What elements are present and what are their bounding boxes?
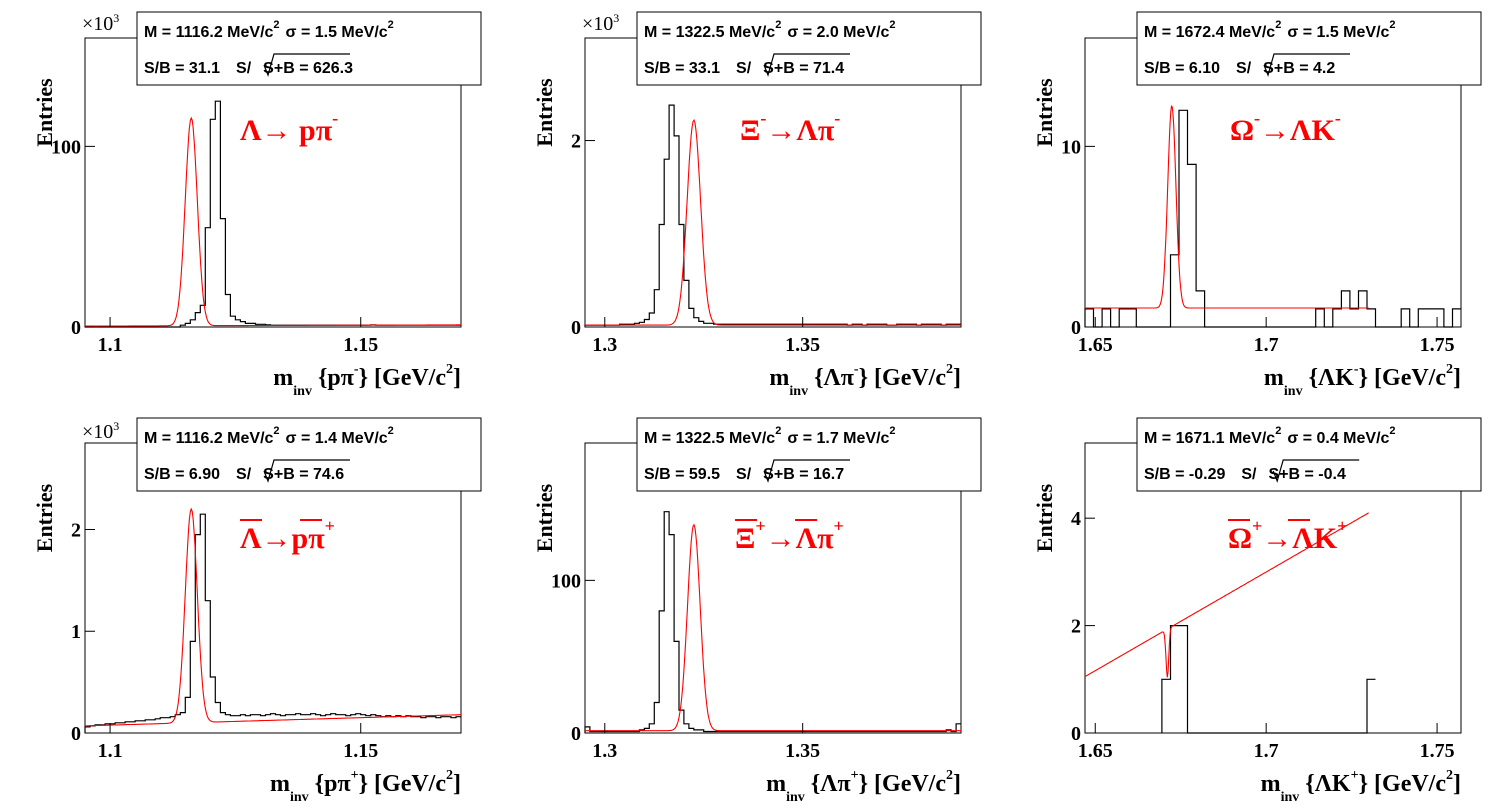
stats-box (136, 11, 482, 86)
x-tick-label: 1.15 (343, 740, 378, 762)
x-tick-label: 1.75 (1420, 334, 1455, 356)
panel-bottom-right: 1.65 1.7 1.75 0 2 4 Entries minv{ΛK+} [GeV/c2] M… (1032, 417, 1482, 805)
x-tick-label: 1.3 (592, 334, 617, 356)
x-axis-label: minv{Λπ-} [GeV/c2] (769, 362, 961, 399)
histogram-bars (584, 104, 961, 327)
x-axis-label: minv{ΛK-} [GeV/c2] (1264, 362, 1461, 399)
fit-curve (585, 523, 961, 732)
sqrt-symbol (1272, 459, 1360, 483)
stats-mass-sigma: M = 1116.2 MeV/c2 σ = 1.5 MeV/c2 (144, 19, 394, 41)
decay-channel-label: Ξ-→Λπ- (740, 108, 840, 147)
x-tick-label: 1.15 (343, 334, 378, 356)
x-tick-label: 1.1 (98, 740, 123, 762)
y-multiplier: ×103 (582, 11, 619, 35)
y-multiplier: ×103 (82, 419, 119, 443)
x-tick-label: 1.7 (1254, 740, 1279, 762)
y-tick-label: 0 (71, 723, 81, 745)
decay-channel-label: Ω+→ΛK+ (1228, 516, 1347, 555)
panel-top-middle: 1.3 1.35 0 2 Entries ×103 minv{Λπ-} [GeV/c2] M … (532, 11, 982, 399)
histogram-bars (1084, 109, 1461, 328)
stats-significance: S/B = 59.5 S/S+B = 16.7 (644, 466, 844, 483)
stats-box (1136, 11, 1482, 86)
x-tick-label: 1.65 (1078, 740, 1113, 762)
stats-box (1136, 417, 1482, 492)
stats-box (636, 11, 982, 86)
y-axis-label: Entries (532, 78, 557, 147)
decay-channel-label: Λ→pπ+ (240, 516, 335, 555)
decay-channel-label: Ξ+→Λπ+ (735, 516, 844, 555)
decay-channel-label: Λ→ pπ- (240, 108, 338, 147)
y-tick-label: 0 (1071, 317, 1081, 339)
stats-mass-sigma: M = 1672.4 MeV/c2 σ = 1.5 MeV/c2 (1144, 19, 1396, 41)
x-tick-label: 1.75 (1420, 740, 1455, 762)
y-axis-label: Entries (532, 483, 557, 552)
x-axis-label: minv{Λπ+} [GeV/c2] (766, 768, 961, 805)
x-axis-label: minv{pπ-} [GeV/c2] (273, 362, 461, 399)
stats-box (136, 417, 482, 492)
y-tick-label: 0 (571, 723, 581, 745)
y-tick-label: 0 (571, 317, 581, 339)
x-tick-label: 1.35 (785, 740, 820, 762)
y-tick-label: 100 (51, 136, 81, 158)
x-tick-label: 1.35 (785, 334, 820, 356)
histogram-bars (584, 511, 961, 733)
y-tick-label: 2 (1071, 616, 1081, 638)
stats-significance: S/B = 6.90 S/S+B = 74.6 (144, 466, 344, 483)
y-tick-label: 0 (71, 317, 81, 339)
x-tick-label: 1.7 (1254, 334, 1279, 356)
stats-mass-sigma: M = 1322.5 MeV/c2 σ = 1.7 MeV/c2 (644, 425, 896, 447)
fit-curve (1085, 105, 1369, 309)
sqrt-symbol (763, 53, 850, 77)
histogram-bars (1161, 625, 1376, 734)
x-axis-label: minv{ΛK+} [GeV/c2] (1261, 768, 1461, 805)
stats-mass-sigma: M = 1116.2 MeV/c2 σ = 1.4 MeV/c2 (144, 425, 394, 447)
y-tick-label: 0 (1071, 723, 1081, 745)
fit-curve (85, 116, 461, 327)
stats-significance: S/B = 31.1 S/S+B = 626.3 (144, 60, 353, 77)
decay-channel-label: Ω-→ΛK- (1230, 108, 1341, 147)
y-tick-label: 100 (551, 570, 581, 592)
panel-bottom-left: 1.1 1.15 0 1 2 Entries ×103 minv{pπ+} [GeV/c2] M… (32, 417, 482, 805)
y-tick-label: 1 (71, 621, 81, 643)
y-axis-label: Entries (32, 483, 57, 552)
sqrt-symbol (263, 459, 350, 483)
x-tick-label: 1.1 (98, 334, 123, 356)
fit-curve (585, 118, 961, 326)
y-tick-label: 4 (1071, 508, 1081, 530)
sqrt-symbol (763, 459, 850, 483)
panel-bottom-middle: 1.3 1.35 0 100 Entries minv{Λπ+} [GeV/c2] M = … (532, 417, 982, 805)
x-tick-label: 1.3 (592, 740, 617, 762)
fit-curve (84, 507, 461, 727)
y-tick-label: 2 (571, 131, 581, 153)
stats-box (636, 417, 982, 492)
stats-significance: S/B = 6.10 S/S+B = 4.2 (1144, 60, 1335, 77)
y-tick-label: 2 (71, 519, 81, 541)
x-axis-label: minv{pπ+} [GeV/c2] (270, 768, 461, 805)
stats-significance: S/B = -0.29 S/S+B = -0.4 (1144, 466, 1346, 483)
x-tick-label: 1.65 (1078, 334, 1113, 356)
y-axis-label: Entries (1032, 483, 1057, 552)
y-multiplier: ×103 (82, 11, 119, 35)
stats-significance: S/B = 33.1 S/S+B = 71.4 (644, 60, 844, 77)
sqrt-symbol (263, 53, 350, 77)
stats-mass-sigma: M = 1322.5 MeV/c2 σ = 2.0 MeV/c2 (644, 19, 896, 41)
y-axis-label: Entries (32, 78, 57, 147)
y-tick-label: 10 (1061, 136, 1081, 158)
y-axis-label: Entries (1032, 78, 1057, 147)
sqrt-symbol (1263, 53, 1350, 77)
stats-mass-sigma: M = 1671.1 MeV/c2 σ = 0.4 MeV/c2 (1144, 425, 1396, 447)
fit-curve (1084, 512, 1369, 678)
